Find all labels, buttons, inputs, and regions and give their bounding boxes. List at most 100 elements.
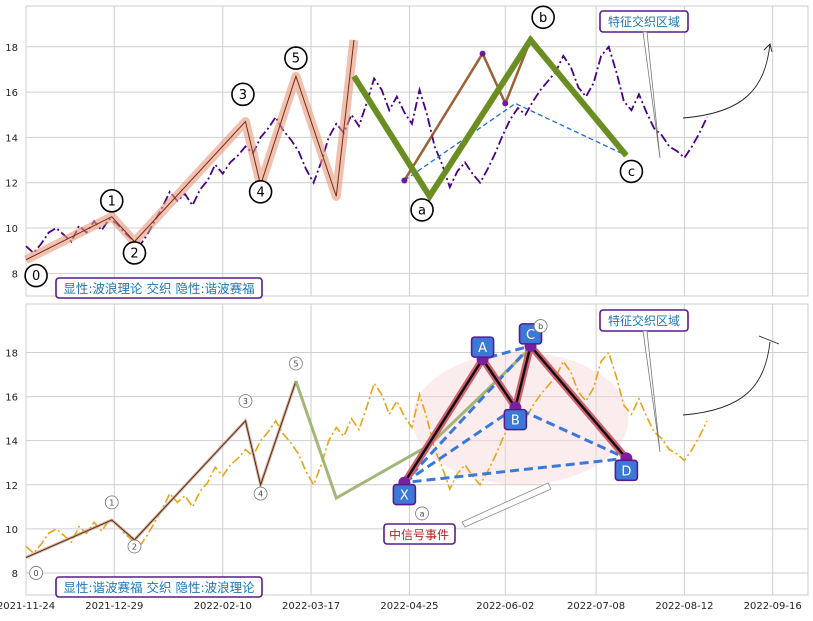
wave-label-text: 0 xyxy=(32,269,40,284)
plot-frame xyxy=(25,303,809,596)
wave-label-circle xyxy=(238,394,253,408)
wave-label-text: 5 xyxy=(292,52,300,67)
harmonic-point xyxy=(502,100,509,107)
annotation-box-text: 特征交织区域 xyxy=(608,313,680,328)
wave-label: 0 xyxy=(24,263,48,288)
wave-label: 1 xyxy=(104,495,119,510)
price-line xyxy=(25,350,708,555)
wave-label-circle xyxy=(619,159,644,184)
wave-label-text: 1 xyxy=(108,194,116,209)
wave-label-text: b xyxy=(539,11,547,26)
y-tick-label: 18 xyxy=(5,349,18,360)
x-tick-label: 2022-09-16 xyxy=(744,601,802,612)
wave-label-circle xyxy=(29,566,43,580)
wave-label-circle xyxy=(99,189,124,213)
projection-arrow-head xyxy=(758,335,780,345)
harmonic-point xyxy=(401,177,408,184)
annotation-box-text: 特征交织区域 xyxy=(608,14,680,29)
abc-line xyxy=(351,34,629,202)
wave-label-circle xyxy=(231,82,255,107)
wave-label-text: 3 xyxy=(243,397,248,406)
x-tick-label: 2021-12-29 xyxy=(85,601,143,612)
legend-box-text: 显性:谐波赛福 交织 隐性:波浪理论 xyxy=(63,580,255,595)
legend-box-frame xyxy=(55,277,263,299)
projection-arrow xyxy=(682,341,771,416)
wave-label: b xyxy=(531,5,555,30)
x-tick-label: 2021-11-24 xyxy=(0,601,55,612)
wave-label: 3 xyxy=(238,394,253,408)
y-tick-label: 10 xyxy=(5,224,18,235)
annotation-arrow xyxy=(642,31,661,159)
y-tick-label: 14 xyxy=(5,133,18,144)
wave-label: 0 xyxy=(29,566,43,580)
harmonic-label: B xyxy=(503,408,528,431)
wave-label: 5 xyxy=(284,46,308,70)
wave-label: 4 xyxy=(248,179,273,204)
harmonic-label-text: C xyxy=(526,328,535,343)
y-tick-label: 8 xyxy=(12,269,18,280)
wave-line xyxy=(25,380,297,558)
harmonic-label-box xyxy=(503,408,528,431)
legend-box: 显性:波浪理论 交织 隐性:谐波赛福 xyxy=(55,277,263,299)
x-tick-label: 2022-04-25 xyxy=(380,601,438,612)
wave-label-circle xyxy=(531,5,555,30)
y-tick-label: 16 xyxy=(5,393,18,404)
harmonic-label: A xyxy=(470,336,495,358)
projection-arrow xyxy=(682,43,771,119)
wave-label-text: c xyxy=(628,165,635,180)
wave-label-circle xyxy=(127,539,142,554)
wave-label-circle xyxy=(24,263,48,288)
legend-box: 显性:谐波赛福 交织 隐性:波浪理论 xyxy=(55,576,263,598)
y-tick-label: 16 xyxy=(5,88,18,99)
wave-label-circle xyxy=(248,179,273,204)
wave-label: 5 xyxy=(289,356,303,371)
wave-label-text: 5 xyxy=(293,360,298,369)
harmonic-label-text: B xyxy=(511,414,520,429)
wave-label-text: a xyxy=(418,203,426,218)
abc-line xyxy=(294,347,532,501)
y-tick-label: 14 xyxy=(5,437,18,448)
harmonic-label: D xyxy=(614,459,639,482)
x-tick-label: 2022-07-08 xyxy=(567,601,625,612)
wave-label-text: 2 xyxy=(130,246,138,261)
wave-label-circle xyxy=(284,46,308,70)
harmonic-label-box xyxy=(614,459,639,482)
harmonic-dashed-line xyxy=(404,102,627,181)
projection-arrow-head xyxy=(763,43,773,53)
harmonic-label-box xyxy=(392,483,417,506)
wave-label-text: b xyxy=(538,322,543,331)
wave-label-circle xyxy=(410,198,434,222)
harmonic-point xyxy=(479,50,486,57)
wave-label: c xyxy=(619,159,644,184)
wave-label-text: a xyxy=(420,509,425,518)
wave-label: 4 xyxy=(253,486,268,501)
wave-label-circle xyxy=(122,241,147,265)
x-tick-label: 2022-02-10 xyxy=(194,601,252,612)
harmonic-label-text: D xyxy=(621,464,631,479)
y-tick-label: 18 xyxy=(5,43,18,54)
y-tick-label: 8 xyxy=(12,569,18,580)
signal-box-text: 中信号事件 xyxy=(389,527,449,542)
harmonic-label-text: A xyxy=(478,341,487,356)
x-tick-label: 2022-06-02 xyxy=(476,601,534,612)
signal-arrow xyxy=(461,482,552,528)
harmonic-dashed-line xyxy=(400,343,632,485)
wave-label-circle xyxy=(253,486,268,501)
legend-box-frame xyxy=(55,576,263,598)
harmonic-label-text: X xyxy=(400,489,409,504)
wave-label: a xyxy=(415,506,429,521)
x-tick-label: 2022-08-12 xyxy=(655,601,713,612)
wave-label: 2 xyxy=(127,539,142,554)
y-tick-label: 12 xyxy=(5,179,18,190)
harmonic-line xyxy=(403,39,532,182)
wave-label: 2 xyxy=(122,241,147,265)
wave-label-circle xyxy=(289,356,303,371)
wave-label-circle xyxy=(415,506,429,521)
legend-box-text: 显性:波浪理论 交织 隐性:谐波赛福 xyxy=(63,281,254,296)
harmonic-label-box xyxy=(470,336,495,358)
wave-label-text: 2 xyxy=(132,543,137,552)
y-tick-label: 10 xyxy=(5,525,18,536)
